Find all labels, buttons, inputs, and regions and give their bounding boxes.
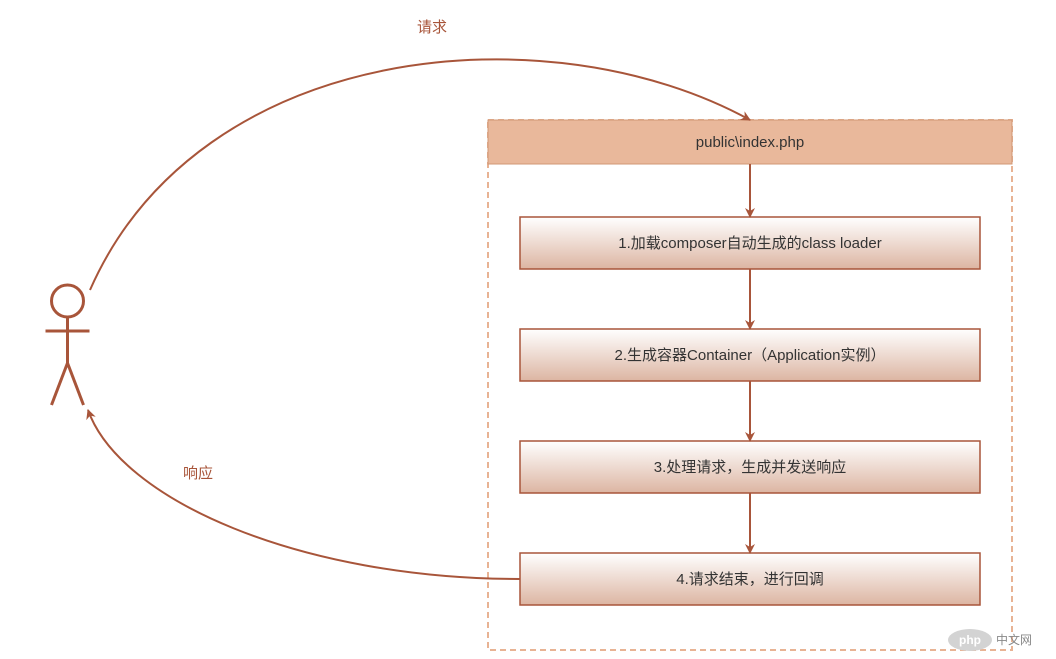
actor-icon	[46, 285, 90, 405]
step-label-4: 4.请求结束，进行回调	[676, 571, 824, 588]
svg-text:中文网: 中文网	[996, 632, 1032, 647]
svg-text:php: php	[959, 633, 981, 647]
step-label-3: 3.处理请求，生成并发送响应	[654, 458, 847, 476]
response-label: 响应	[183, 464, 213, 482]
response-arrow	[88, 410, 520, 579]
flow-diagram: public\index.php 1.加载composer自动生成的class …	[0, 0, 1056, 659]
header-label: public\index.php	[696, 134, 804, 151]
request-label: 请求	[417, 19, 447, 36]
step-label-1: 1.加载composer自动生成的class loader	[618, 235, 881, 252]
watermark: php 中文网	[948, 629, 1032, 651]
step-label-2: 2.生成容器Container（Application实例）	[615, 347, 886, 364]
